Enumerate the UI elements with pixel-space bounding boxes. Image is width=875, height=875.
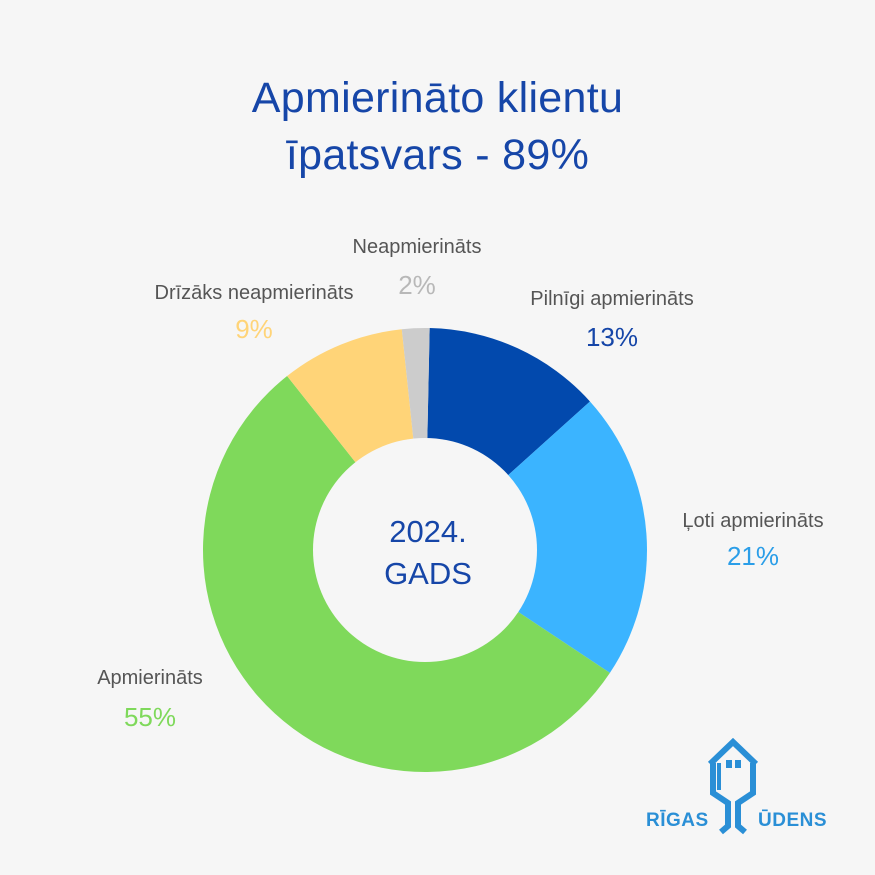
logo-word-left: RĪGAS: [646, 810, 709, 831]
center-label-word: GADS: [384, 556, 472, 591]
donut-hole: [313, 438, 537, 662]
slice-label-name-2: Apmierināts: [97, 667, 203, 689]
water-tower-icon: [707, 737, 759, 835]
chart-title: Apmierināto klientu īpatsvars - 89%: [0, 70, 875, 184]
slice-label-name-1: Ļoti apmierināts: [682, 510, 823, 532]
chart-title-line-1: Apmierināto klientu: [251, 74, 624, 122]
slice-label-name-0: Pilnīgi apmierināts: [530, 288, 693, 310]
chart-title-line-2: īpatsvars - 89%: [285, 131, 590, 179]
slice-labels: Pilnīgi apmierināts 13% Ļoti apmierināts 21…: [97, 236, 823, 732]
slice-label-name-4: Neapmierināts: [353, 236, 482, 258]
slice-label-value-1: 21%: [727, 541, 779, 571]
slice-label-value-2: 55%: [124, 702, 176, 732]
slice-label-value-4: 2%: [398, 270, 436, 300]
logo-word-right: ŪDENS: [758, 810, 828, 831]
slice-label-name-3: Drīzāks neapmierināts: [155, 282, 354, 304]
slice-label-value-0: 13%: [586, 322, 638, 352]
slice-label-value-3: 9%: [235, 314, 273, 344]
rigas-udens-logo: RĪGAS ŪDENS: [646, 737, 828, 838]
center-label-year: 2024.: [389, 514, 467, 549]
